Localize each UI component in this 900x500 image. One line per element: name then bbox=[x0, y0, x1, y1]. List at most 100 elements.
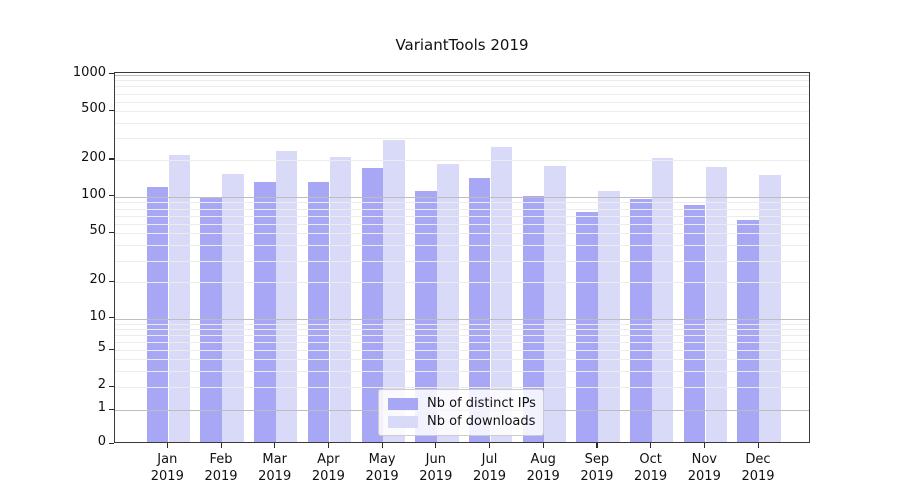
x-tick-mark bbox=[757, 443, 759, 448]
bar-downloads bbox=[329, 156, 352, 442]
bar-distinct-ips bbox=[468, 178, 491, 442]
chart-title: VariantTools 2019 bbox=[395, 36, 529, 54]
y-tick-mark bbox=[109, 348, 114, 350]
minor-gridline bbox=[115, 93, 809, 95]
minor-gridline bbox=[115, 341, 809, 343]
y-tick-label: 500 bbox=[81, 101, 106, 117]
bar-distinct-ips bbox=[630, 198, 652, 442]
x-tick-label-year: 2019 bbox=[204, 469, 238, 484]
y-tick-mark bbox=[109, 408, 114, 410]
x-tick-mark bbox=[327, 443, 330, 448]
bar-downloads bbox=[275, 151, 298, 442]
y-tick-mark bbox=[109, 195, 114, 197]
x-tick-label-month: Oct bbox=[639, 452, 662, 467]
minor-gridline bbox=[115, 370, 809, 372]
x-tick-label: Jun 2019 bbox=[406, 451, 466, 485]
minor-gridline bbox=[115, 123, 809, 125]
y-tick-mark bbox=[109, 280, 114, 282]
minor-gridline bbox=[115, 159, 809, 161]
y-tick-label: 20 bbox=[89, 272, 106, 288]
bar-downloads bbox=[651, 157, 674, 442]
legend: Nb of distinct IPs Nb of downloads bbox=[378, 389, 544, 436]
y-tick-label: 200 bbox=[81, 149, 106, 165]
minor-gridline bbox=[115, 215, 809, 217]
x-tick-label-year: 2019 bbox=[311, 469, 345, 484]
legend-swatch-icon bbox=[388, 397, 418, 410]
bar-distinct-ips bbox=[254, 182, 276, 442]
bar-distinct-ips bbox=[361, 168, 384, 442]
x-tick-label-month: Jan bbox=[157, 452, 178, 467]
major-gridline bbox=[115, 196, 809, 198]
bar-downloads bbox=[222, 173, 244, 442]
major-gridline bbox=[115, 318, 809, 320]
minor-gridline bbox=[115, 86, 809, 88]
y-tick-mark bbox=[109, 385, 114, 387]
x-tick-mark bbox=[703, 443, 705, 448]
bar-downloads bbox=[598, 190, 620, 442]
bar-downloads bbox=[490, 147, 513, 442]
bar-downloads bbox=[759, 174, 781, 442]
y-tick-label: 50 bbox=[89, 223, 106, 239]
y-tick-label: 100 bbox=[81, 186, 106, 202]
minor-gridline bbox=[115, 80, 809, 82]
x-tick-label: Jan 2019 bbox=[137, 451, 197, 485]
x-tick-label: Sep 2019 bbox=[567, 451, 627, 485]
x-tick-label-year: 2019 bbox=[687, 469, 721, 484]
minor-gridline bbox=[115, 223, 809, 225]
y-tick-label: 1000 bbox=[72, 64, 106, 80]
x-tick-label-year: 2019 bbox=[526, 469, 560, 484]
x-tick-label-year: 2019 bbox=[634, 469, 668, 484]
x-tick-label: Oct 2019 bbox=[621, 451, 681, 485]
bar-distinct-ips bbox=[415, 190, 437, 442]
minor-gridline bbox=[115, 111, 809, 113]
x-tick-mark bbox=[435, 443, 437, 448]
minor-gridline bbox=[115, 138, 809, 140]
legend-swatch-icon bbox=[388, 415, 418, 428]
y-tick-label: 5 bbox=[97, 340, 106, 355]
y-tick-label: 2 bbox=[97, 377, 106, 392]
bar-distinct-ips bbox=[683, 204, 706, 442]
bar-distinct-ips bbox=[576, 212, 598, 442]
minor-gridline bbox=[115, 359, 809, 360]
x-tick-label-year: 2019 bbox=[741, 469, 775, 484]
minor-gridline bbox=[115, 328, 809, 330]
x-tick-mark bbox=[542, 443, 544, 448]
x-tick-mark bbox=[220, 443, 222, 448]
minor-gridline bbox=[115, 101, 809, 103]
x-tick-label-year: 2019 bbox=[580, 469, 614, 484]
legend-label: Nb of distinct IPs bbox=[427, 396, 536, 411]
bar-distinct-ips bbox=[307, 182, 330, 442]
bar-downloads bbox=[383, 140, 405, 442]
bar-distinct-ips bbox=[737, 220, 759, 442]
y-tick-label: 0 bbox=[97, 434, 106, 449]
legend-item: Nb of distinct IPs bbox=[388, 396, 536, 411]
x-tick-label-month: Jul bbox=[481, 452, 498, 467]
x-tick-label-year: 2019 bbox=[258, 469, 292, 484]
minor-gridline bbox=[115, 387, 809, 388]
minor-gridline bbox=[115, 260, 809, 262]
y-tick-mark bbox=[109, 109, 114, 112]
plot-area bbox=[114, 72, 810, 443]
minor-gridline bbox=[115, 334, 809, 336]
x-tick-label-month: May bbox=[368, 452, 396, 467]
major-gridline bbox=[115, 74, 809, 76]
minor-gridline bbox=[115, 282, 809, 284]
legend-item: Nb of downloads bbox=[388, 414, 536, 429]
legend-label: Nb of downloads bbox=[427, 414, 536, 429]
bar-downloads bbox=[705, 166, 728, 442]
x-tick-label-month: Dec bbox=[745, 452, 771, 467]
y-tick-label: 10 bbox=[89, 308, 106, 324]
x-tick-label-month: Feb bbox=[209, 452, 233, 467]
x-tick-label-year: 2019 bbox=[419, 469, 453, 484]
x-tick-label-month: Mar bbox=[262, 452, 287, 467]
minor-gridline bbox=[115, 202, 809, 204]
y-tick-mark bbox=[109, 231, 114, 234]
minor-gridline bbox=[115, 208, 809, 210]
minor-gridline bbox=[115, 323, 809, 325]
bar-distinct-ips bbox=[146, 187, 169, 442]
x-tick-label: Nov 2019 bbox=[674, 451, 734, 485]
x-tick-mark bbox=[650, 443, 652, 448]
x-tick-label: Mar 2019 bbox=[245, 451, 305, 485]
x-tick-label-month: Apr bbox=[317, 452, 340, 467]
